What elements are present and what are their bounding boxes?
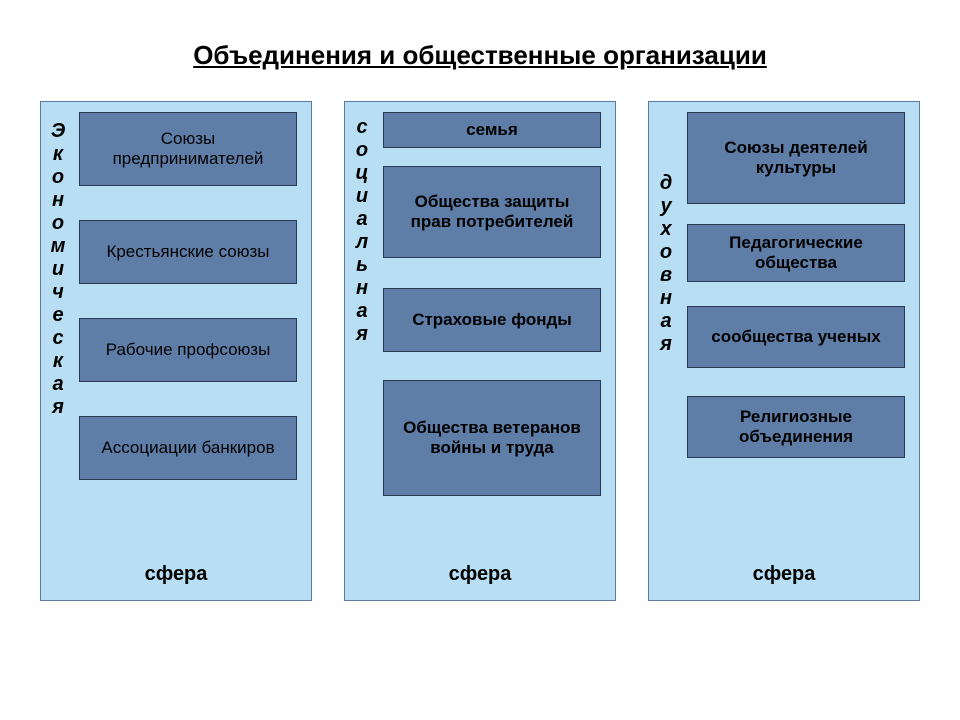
items-economic: Союзы предпринимателей Крестьянские союз… — [75, 102, 311, 557]
item-box: Религиозные объединения — [687, 396, 905, 458]
vertical-label-social: социальная — [345, 102, 379, 557]
item-box: Рабочие профсоюзы — [79, 318, 297, 382]
item-box: семья — [383, 112, 601, 148]
item-box: Общества ветеранов войны и труда — [383, 380, 601, 496]
panel-economic: Экономическая Союзы предпринимателей Кре… — [40, 101, 312, 601]
columns-container: Экономическая Союзы предпринимателей Кре… — [0, 101, 960, 601]
item-box: Союзы деятелей культуры — [687, 112, 905, 204]
panel-footer: сфера — [649, 557, 919, 600]
item-box: Союзы предпринимателей — [79, 112, 297, 186]
item-box: Крестьянские союзы — [79, 220, 297, 284]
item-box: сообщества ученых — [687, 306, 905, 368]
page-title: Объединения и общественные организации — [0, 0, 960, 101]
vertical-label-economic: Экономическая — [41, 102, 75, 557]
items-social: семья Общества защиты прав потребителей … — [379, 102, 615, 557]
item-box: Общества защиты прав потребителей — [383, 166, 601, 258]
panel-body: духовная Союзы деятелей культуры Педагог… — [649, 102, 919, 557]
items-spiritual: Союзы деятелей культуры Педагогические о… — [683, 102, 919, 557]
panel-spiritual: духовная Союзы деятелей культуры Педагог… — [648, 101, 920, 601]
item-box: Педагогические общества — [687, 224, 905, 282]
panel-body: социальная семья Общества защиты прав по… — [345, 102, 615, 557]
panel-footer: сфера — [41, 557, 311, 600]
vertical-label-spiritual: духовная — [649, 102, 683, 557]
panel-social: социальная семья Общества защиты прав по… — [344, 101, 616, 601]
panel-footer: сфера — [345, 557, 615, 600]
item-box: Ассоциации банкиров — [79, 416, 297, 480]
panel-body: Экономическая Союзы предпринимателей Кре… — [41, 102, 311, 557]
item-box: Страховые фонды — [383, 288, 601, 352]
